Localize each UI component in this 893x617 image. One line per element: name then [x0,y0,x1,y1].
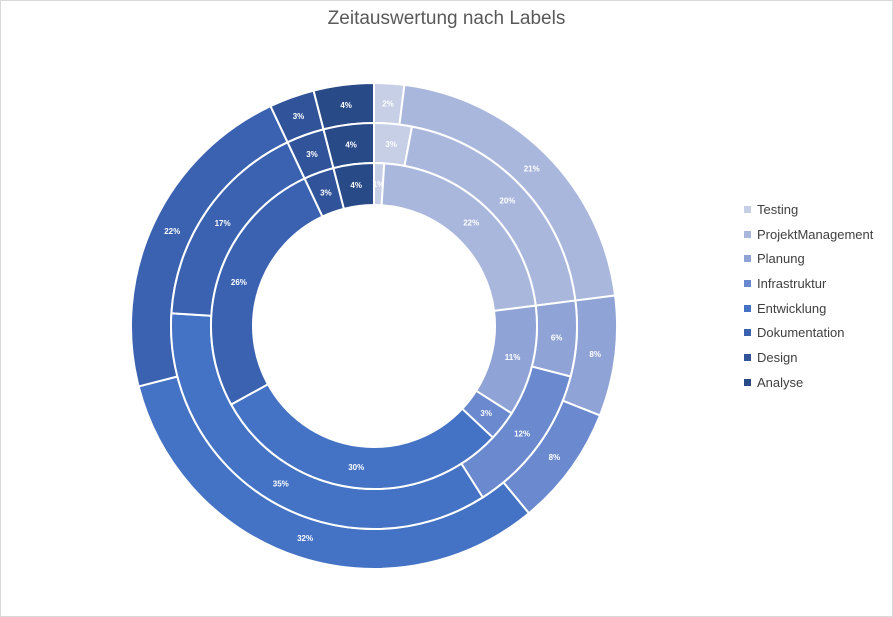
ring-3-label-infrastruktur: 3% [480,409,492,418]
legend-label: Analyse [757,374,804,390]
ring-1-label-projektmanagement: 21% [524,164,540,173]
ring-1-label-infrastruktur: 8% [549,453,561,462]
ring-2-label-dokumentation: 17% [215,219,231,228]
ring-1-label-design: 3% [293,112,305,121]
ring-2-label-projektmanagement: 20% [499,197,515,206]
chart-title: Zeitauswertung nach Labels [327,8,566,29]
ring-3-label-analyse: 4% [350,181,362,190]
legend-item-dokumentation: Dokumentation [744,320,873,345]
legend-swatch [744,378,751,386]
ring-1-label-analyse: 4% [340,101,352,110]
ring-1-label-planung: 8% [589,350,601,359]
legend-item-projektmanagement: ProjektManagement [744,222,873,247]
ring-3-segment-analyse [332,161,375,211]
legend-item-testing: Testing [744,197,873,222]
legend-label: Planung [757,251,805,267]
legend-label: Dokumentation [757,325,845,341]
legend-swatch [744,329,751,337]
ring-1-label-entwicklung: 32% [297,534,313,543]
ring-3-label-design: 3% [320,188,332,197]
ring-3-label-planung: 11% [505,353,521,362]
ring-1-label-testing: 2% [382,99,394,108]
ring-1-label-dokumentation: 22% [164,227,180,236]
legend: Testing ProjektManagement Planung Infrastru… [744,197,873,395]
ring-3-label-testing: 1% [373,180,385,189]
legend-swatch [744,279,751,287]
legend-label: Design [757,349,798,365]
ring-3-label-entwicklung: 30% [348,463,364,472]
legend-swatch [744,255,751,263]
ring-3-label-dokumentation: 26% [231,278,247,287]
legend-label: Entwicklung [757,300,827,316]
ring-2-label-analyse: 4% [345,140,357,149]
legend-label: ProjektManagement [757,226,874,242]
ring-2-label-planung: 6% [551,334,563,343]
legend-swatch [744,205,751,213]
legend-swatch [744,353,751,361]
legend-item-analyse: Analyse [744,370,873,395]
legend-item-infrastruktur: Infrastruktur [744,271,873,296]
ring-2-label-entwicklung: 35% [273,480,289,489]
ring-2-label-design: 3% [306,150,318,159]
ring-2-label-infrastruktur: 12% [514,430,530,439]
ring-3-label-projektmanagement: 22% [463,219,479,228]
ring-2-label-testing: 3% [385,140,397,149]
legend-label: Testing [757,201,799,217]
legend-swatch [744,304,751,312]
legend-label: Infrastruktur [757,275,827,291]
legend-swatch [744,230,751,238]
legend-item-planung: Planung [744,246,873,271]
legend-item-entwicklung: Entwicklung [744,296,873,321]
legend-item-design: Design [744,345,873,370]
